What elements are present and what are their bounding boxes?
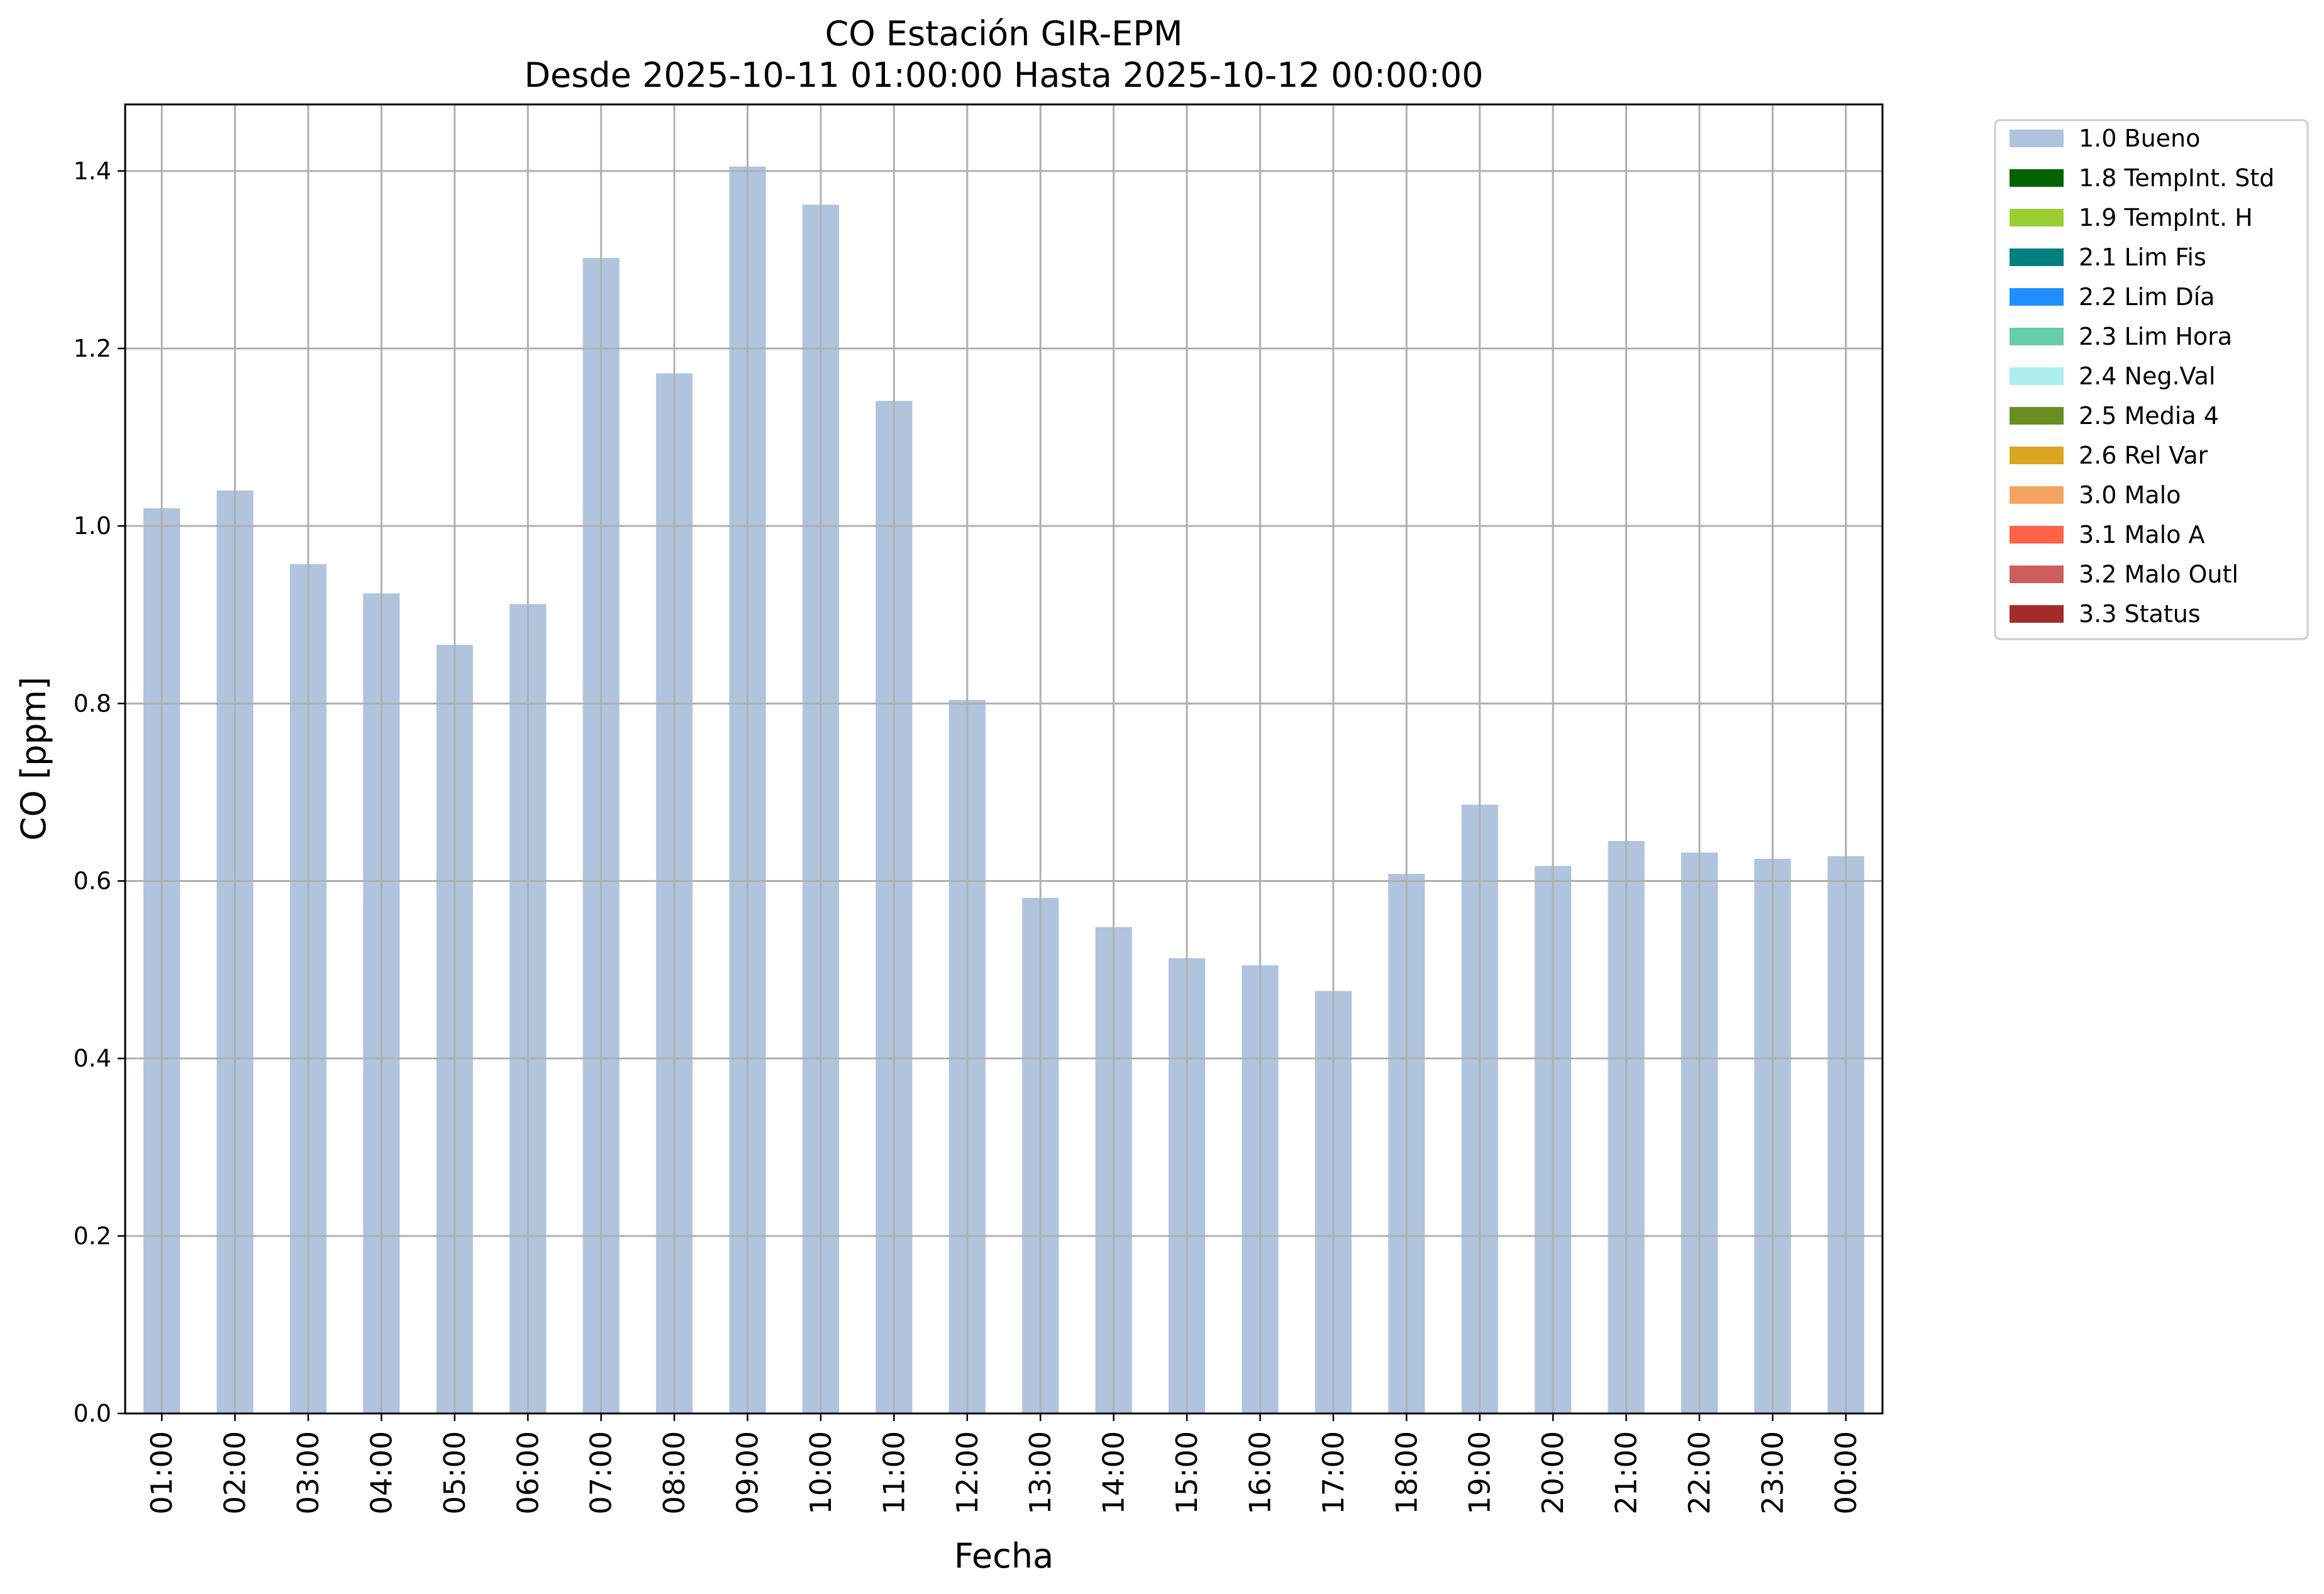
x-tick-label: 09:00 — [731, 1431, 765, 1515]
chart-subtitle: Desde 2025-10-11 01:00:00 Hasta 2025-10-… — [524, 55, 1483, 95]
y-tick-label: 0.4 — [74, 1045, 111, 1073]
legend-label: 3.0 Malo — [2079, 481, 2181, 509]
legend: 1.0 Bueno 1.8 TempInt. Std 1.9 TempInt. H 2… — [1994, 119, 2309, 640]
legend-swatch — [2010, 328, 2064, 345]
x-tick-label: 19:00 — [1463, 1431, 1497, 1515]
y-tick-label: 0.8 — [74, 689, 111, 717]
legend-swatch — [2010, 566, 2064, 583]
x-tick-label: 04:00 — [364, 1431, 398, 1515]
y-tick-label: 1.0 — [74, 512, 111, 540]
x-tick-label: 12:00 — [950, 1431, 984, 1515]
bars — [143, 166, 1864, 1414]
x-tick-label: 00:00 — [1829, 1431, 1863, 1515]
legend-swatch — [2010, 130, 2064, 147]
x-tick-label: 10:00 — [804, 1431, 838, 1515]
legend-swatch — [2010, 169, 2064, 187]
x-tick-label: 07:00 — [584, 1431, 618, 1515]
y-axis-label: CO [ppm] — [14, 677, 53, 841]
plot-frame — [124, 103, 1884, 1415]
legend-swatch — [2010, 526, 2064, 543]
x-tick-label: 16:00 — [1243, 1431, 1277, 1515]
x-axis: 01:00 02:00 03:00 04:00 05:00 06:00 07:00 08:00… — [145, 1413, 1863, 1515]
legend-label: 2.3 Lim Hora — [2079, 323, 2232, 350]
y-tick-label: 1.4 — [74, 157, 111, 185]
x-tick-label: 06:00 — [511, 1431, 545, 1515]
legend-label: 2.1 Lim Fis — [2079, 243, 2206, 271]
legend-swatch — [2010, 407, 2064, 425]
legend-label: 2.6 Rel Var — [2079, 442, 2208, 469]
x-tick-label: 08:00 — [657, 1431, 691, 1515]
x-tick-label: 11:00 — [877, 1431, 911, 1515]
chart-title: CO Estación GIR-EPM — [825, 14, 1183, 53]
legend-label: 1.9 TempInt. H — [2079, 204, 2253, 231]
legend-label: 3.2 Malo Outl — [2079, 560, 2238, 588]
x-tick-label: 17:00 — [1316, 1431, 1350, 1515]
legend-box — [1994, 119, 2309, 640]
x-tick-label: 13:00 — [1023, 1431, 1057, 1515]
y-axis: 0.0 0.2 0.4 0.6 0.8 1.0 1.2 1.4 — [74, 157, 125, 1427]
x-tick-label: 18:00 — [1389, 1431, 1423, 1515]
y-tick-label: 0.2 — [74, 1222, 111, 1250]
legend-label: 1.0 Bueno — [2079, 125, 2200, 152]
legend-label: 2.4 Neg.Val — [2079, 362, 2215, 390]
y-tick-label: 0.0 — [74, 1400, 111, 1427]
x-tick-label: 20:00 — [1536, 1431, 1570, 1515]
legend-swatch — [2010, 447, 2064, 464]
legend-label: 3.3 Status — [2079, 600, 2201, 628]
legend-label: 2.5 Media 4 — [2079, 402, 2219, 430]
y-tick-label: 1.2 — [74, 335, 111, 362]
legend-swatch — [2010, 605, 2064, 623]
x-tick-label: 03:00 — [291, 1431, 325, 1515]
legend-label: 2.2 Lim Día — [2079, 283, 2215, 311]
x-tick-label: 22:00 — [1682, 1431, 1716, 1515]
legend-swatch — [2010, 248, 2064, 266]
x-tick-label: 01:00 — [145, 1431, 179, 1515]
legend-label: 1.8 TempInt. Std — [2079, 164, 2274, 192]
x-tick-label: 02:00 — [218, 1431, 252, 1515]
x-tick-label: 23:00 — [1755, 1431, 1789, 1515]
legend-swatch — [2010, 288, 2064, 306]
x-axis-label: Fecha — [954, 1536, 1054, 1576]
legend-swatch — [2010, 486, 2064, 504]
legend-swatch — [2010, 367, 2064, 385]
y-tick-label: 0.6 — [74, 867, 111, 895]
x-tick-label: 05:00 — [438, 1431, 472, 1515]
legend-swatch — [2010, 209, 2064, 226]
x-tick-label: 21:00 — [1610, 1431, 1643, 1515]
x-tick-label: 15:00 — [1170, 1431, 1204, 1515]
legend-label: 3.1 Malo A — [2079, 521, 2204, 549]
x-tick-label: 14:00 — [1097, 1431, 1131, 1515]
